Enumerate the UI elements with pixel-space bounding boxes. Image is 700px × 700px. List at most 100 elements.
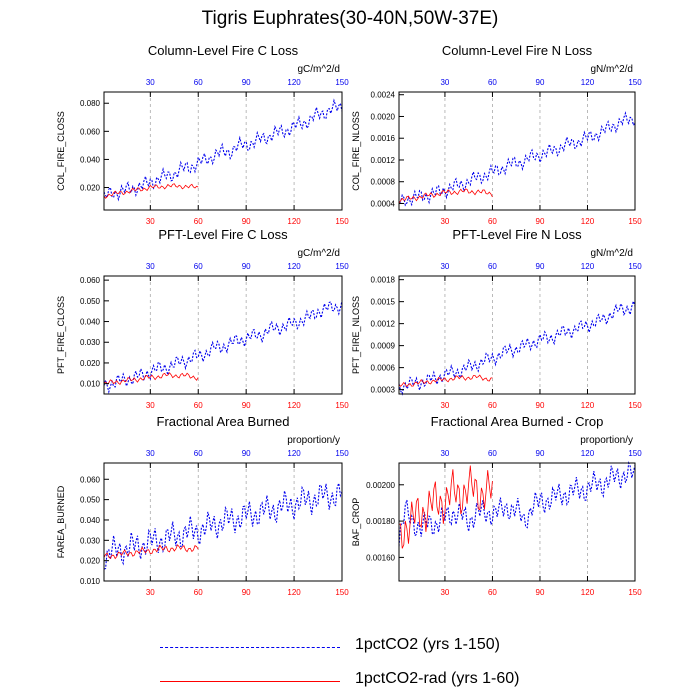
x-tick-label-bottom: 120 bbox=[581, 401, 595, 410]
units-label: proportion/y bbox=[287, 435, 340, 446]
y-tick-label: 0.0008 bbox=[371, 178, 396, 187]
x-tick-label-top: 30 bbox=[146, 449, 155, 458]
series-line-1pctco2-rad bbox=[103, 544, 199, 560]
x-tick-label-top: 60 bbox=[194, 262, 203, 271]
legend-swatch-solid bbox=[160, 681, 340, 682]
y-tick-label: 0.020 bbox=[80, 557, 101, 566]
x-tick-label-bottom: 60 bbox=[488, 217, 497, 226]
x-tick-label-top: 60 bbox=[488, 78, 497, 87]
x-tick-label-top: 120 bbox=[581, 449, 595, 458]
series-line-1pctco2 bbox=[103, 481, 343, 570]
x-tick-label-bottom: 120 bbox=[581, 217, 595, 226]
y-tick-label: 0.080 bbox=[80, 99, 101, 108]
y-tick-label: 0.0024 bbox=[371, 91, 396, 100]
series-line-1pctco2 bbox=[103, 300, 343, 395]
x-tick-label-bottom: 90 bbox=[242, 401, 251, 410]
panel-title: PFT-Level Fire N Loss bbox=[452, 227, 582, 242]
x-tick-label-bottom: 30 bbox=[146, 217, 155, 226]
y-tick-label: 0.040 bbox=[80, 318, 101, 327]
y-tick-label: 0.060 bbox=[80, 127, 101, 136]
y-tick-label: 0.00160 bbox=[366, 553, 395, 562]
y-tick-label: 0.0003 bbox=[371, 386, 396, 395]
x-tick-label-top: 30 bbox=[440, 78, 449, 87]
series-line-1pctco2 bbox=[399, 111, 636, 207]
panel-title: PFT-Level Fire C Loss bbox=[158, 227, 288, 242]
panel-title: Fractional Area Burned bbox=[157, 414, 290, 429]
legend-item-1pctco2: 1pctCO2 (yrs 1-150) bbox=[160, 636, 700, 658]
y-tick-label: 0.020 bbox=[80, 359, 101, 368]
legend-item-1pctco2-rad: 1pctCO2-rad (yrs 1-60) bbox=[160, 670, 700, 692]
x-tick-label-bottom: 60 bbox=[488, 401, 497, 410]
x-tick-label-top: 60 bbox=[488, 262, 497, 271]
chart-panel-2: Column-Level Fire N Loss gN/m^2/d 30 60 90 12… bbox=[351, 43, 642, 226]
x-tick-label-bottom: 30 bbox=[146, 401, 155, 410]
series-line-1pctco2 bbox=[398, 299, 636, 396]
y-tick-label: 0.0009 bbox=[371, 342, 396, 351]
x-tick-label-bottom: 90 bbox=[536, 217, 545, 226]
x-tick-label-bottom: 90 bbox=[536, 588, 545, 597]
units-label: gN/m^2/d bbox=[591, 248, 634, 259]
plot-frame bbox=[398, 91, 636, 211]
y-tick-label: 0.00180 bbox=[366, 517, 395, 526]
x-tick-label-top: 120 bbox=[581, 262, 595, 271]
chart-panel-6: Fractional Area Burned - Crop proportion/… bbox=[351, 414, 642, 597]
x-tick-label-bottom: 90 bbox=[242, 588, 251, 597]
plot-frame bbox=[103, 462, 343, 582]
panel-title: Fractional Area Burned - Crop bbox=[431, 414, 604, 429]
x-tick-label-top: 150 bbox=[628, 78, 642, 87]
y-tick-label: 0.0018 bbox=[371, 276, 396, 285]
y-tick-label: 0.0012 bbox=[371, 156, 396, 165]
x-tick-label-bottom: 120 bbox=[287, 401, 301, 410]
y-tick-label: 0.030 bbox=[80, 536, 101, 545]
x-tick-label-bottom: 60 bbox=[194, 217, 203, 226]
y-tick-label: 0.010 bbox=[80, 577, 101, 586]
x-tick-label-bottom: 60 bbox=[488, 588, 497, 597]
x-tick-label-bottom: 150 bbox=[628, 588, 642, 597]
x-tick-label-bottom: 30 bbox=[146, 588, 155, 597]
x-tick-label-top: 30 bbox=[440, 449, 449, 458]
x-tick-label-top: 90 bbox=[242, 449, 251, 458]
y-axis-label: PFT_FIRE_NLOSS bbox=[351, 296, 361, 374]
y-tick-label: 0.0012 bbox=[371, 320, 396, 329]
series-line-1pctco2-rad bbox=[103, 183, 199, 199]
y-tick-label: 0.0006 bbox=[371, 364, 396, 373]
x-tick-label-bottom: 30 bbox=[440, 588, 449, 597]
y-tick-label: 0.020 bbox=[80, 184, 101, 193]
x-tick-label-top: 90 bbox=[242, 262, 251, 271]
y-tick-label: 0.0004 bbox=[371, 199, 396, 208]
x-tick-label-top: 60 bbox=[194, 449, 203, 458]
x-tick-label-top: 30 bbox=[440, 262, 449, 271]
x-tick-label-bottom: 120 bbox=[581, 588, 595, 597]
units-label: gN/m^2/d bbox=[591, 64, 634, 75]
x-tick-label-top: 120 bbox=[581, 78, 595, 87]
x-tick-label-bottom: 30 bbox=[440, 401, 449, 410]
legend-swatch-dashed bbox=[160, 647, 340, 648]
x-tick-label-top: 90 bbox=[536, 449, 545, 458]
panel-title: Column-Level Fire C Loss bbox=[148, 43, 299, 58]
y-axis-label: BAF_CROP bbox=[351, 498, 361, 547]
x-tick-label-bottom: 150 bbox=[335, 401, 349, 410]
plot-frame bbox=[103, 275, 343, 395]
x-tick-label-top: 150 bbox=[628, 449, 642, 458]
y-axis-label: COL_FIRE_CLOSS bbox=[56, 111, 66, 191]
y-tick-label: 0.0015 bbox=[371, 298, 396, 307]
plot-frame bbox=[103, 91, 343, 211]
x-tick-label-top: 120 bbox=[287, 78, 301, 87]
panel-title: Column-Level Fire N Loss bbox=[442, 43, 593, 58]
x-tick-label-top: 30 bbox=[146, 262, 155, 271]
x-tick-label-top: 60 bbox=[194, 78, 203, 87]
x-tick-label-bottom: 120 bbox=[287, 588, 301, 597]
series-line-1pctco2-rad bbox=[398, 374, 493, 388]
x-tick-label-bottom: 120 bbox=[287, 217, 301, 226]
x-tick-label-bottom: 90 bbox=[242, 217, 251, 226]
x-tick-label-top: 90 bbox=[536, 262, 545, 271]
x-tick-label-bottom: 150 bbox=[628, 217, 642, 226]
y-tick-label: 0.050 bbox=[80, 496, 101, 505]
plot-frame bbox=[398, 275, 636, 395]
legend-label: 1pctCO2-rad (yrs 1-60) bbox=[355, 670, 520, 687]
series-line-1pctco2-rad bbox=[103, 372, 199, 386]
x-tick-label-top: 90 bbox=[536, 78, 545, 87]
y-tick-label: 0.040 bbox=[80, 516, 101, 525]
y-tick-label: 0.040 bbox=[80, 155, 101, 164]
